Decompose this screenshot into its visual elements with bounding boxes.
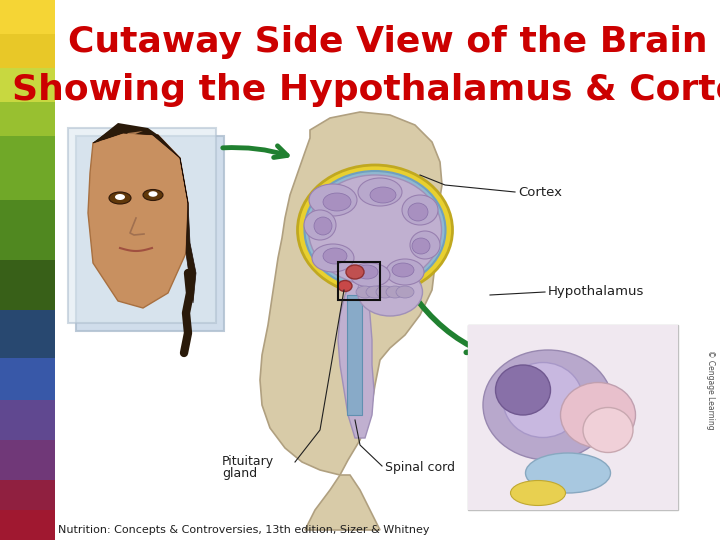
Ellipse shape <box>386 286 404 298</box>
Text: Cortex: Cortex <box>518 186 562 199</box>
Bar <box>0 440 55 480</box>
Ellipse shape <box>314 217 332 235</box>
Ellipse shape <box>308 175 441 285</box>
Ellipse shape <box>356 286 374 298</box>
Ellipse shape <box>109 192 131 204</box>
Text: Pituitary: Pituitary <box>222 456 274 469</box>
Bar <box>338 262 380 300</box>
Ellipse shape <box>304 210 336 240</box>
Ellipse shape <box>402 195 438 225</box>
Polygon shape <box>93 123 158 143</box>
FancyBboxPatch shape <box>76 136 224 331</box>
Bar <box>468 325 678 510</box>
Ellipse shape <box>356 265 378 279</box>
Ellipse shape <box>376 286 394 298</box>
Polygon shape <box>96 131 143 163</box>
Bar <box>0 358 55 400</box>
Polygon shape <box>338 278 374 438</box>
Bar <box>0 0 55 34</box>
Ellipse shape <box>323 193 351 211</box>
Bar <box>347 295 362 415</box>
Ellipse shape <box>583 408 633 453</box>
Ellipse shape <box>312 244 354 272</box>
Ellipse shape <box>309 184 357 216</box>
Ellipse shape <box>410 231 440 259</box>
Ellipse shape <box>412 238 430 254</box>
Bar <box>0 200 55 260</box>
Text: Hypothalamus: Hypothalamus <box>548 286 644 299</box>
Text: Nutrition: Concepts & Controversies, 13th edition, Sizer & Whitney: Nutrition: Concepts & Controversies, 13t… <box>58 525 430 535</box>
Bar <box>0 480 55 510</box>
Ellipse shape <box>338 280 352 292</box>
Bar <box>468 325 678 510</box>
Ellipse shape <box>392 263 414 277</box>
Text: gland: gland <box>222 468 257 481</box>
Ellipse shape <box>495 365 551 415</box>
Polygon shape <box>260 112 442 475</box>
FancyBboxPatch shape <box>68 128 216 323</box>
Bar <box>0 136 55 200</box>
Ellipse shape <box>358 178 402 206</box>
Ellipse shape <box>408 203 428 221</box>
Ellipse shape <box>358 268 423 316</box>
Ellipse shape <box>143 190 163 200</box>
Ellipse shape <box>396 286 414 298</box>
Ellipse shape <box>323 248 347 264</box>
Ellipse shape <box>346 265 364 279</box>
Bar <box>0 510 55 540</box>
Polygon shape <box>93 125 196 303</box>
Ellipse shape <box>297 165 452 295</box>
Ellipse shape <box>560 382 636 448</box>
Ellipse shape <box>115 194 125 200</box>
Polygon shape <box>88 133 188 308</box>
Bar <box>0 260 55 310</box>
Bar <box>0 400 55 440</box>
Ellipse shape <box>350 263 390 287</box>
Text: Spinal cord: Spinal cord <box>385 461 455 474</box>
Ellipse shape <box>366 286 384 298</box>
Ellipse shape <box>386 259 424 285</box>
Text: Showing the Hypothalamus & Cortex: Showing the Hypothalamus & Cortex <box>12 73 720 107</box>
Ellipse shape <box>305 171 446 289</box>
Text: Cutaway Side View of the Brain: Cutaway Side View of the Brain <box>68 25 708 59</box>
Bar <box>0 68 55 102</box>
Ellipse shape <box>483 350 613 460</box>
Ellipse shape <box>503 362 583 437</box>
Polygon shape <box>305 475 380 530</box>
Ellipse shape <box>510 481 565 505</box>
Ellipse shape <box>526 453 611 493</box>
Ellipse shape <box>370 187 396 203</box>
Bar <box>0 102 55 136</box>
Bar <box>0 34 55 68</box>
Text: © Cengage Learning: © Cengage Learning <box>706 350 715 430</box>
Bar <box>0 310 55 358</box>
Ellipse shape <box>148 191 158 197</box>
